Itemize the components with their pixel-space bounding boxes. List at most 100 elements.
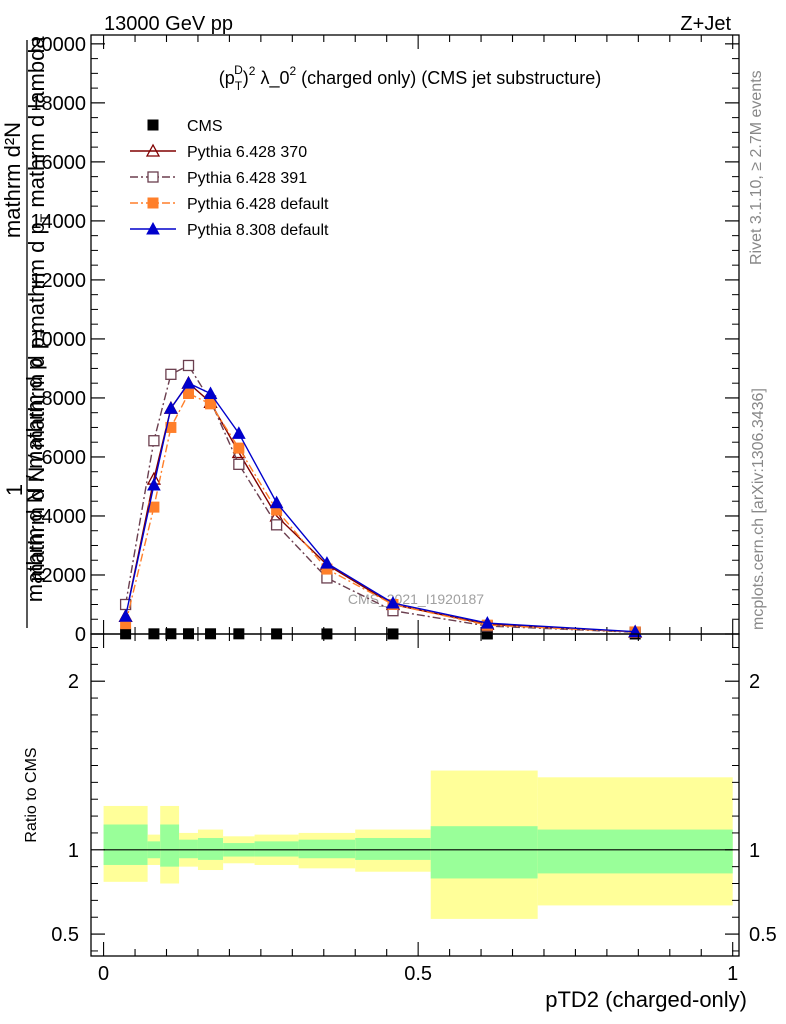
legend-marker-3 bbox=[147, 197, 159, 209]
title-sup2: 2 bbox=[249, 64, 256, 78]
x-tick-label-0: 0 bbox=[98, 963, 109, 985]
ylabel-top: 1 bbox=[2, 484, 27, 496]
ratio-band-inner-4 bbox=[197, 837, 224, 860]
ratio-y-tick-label-0: 0.5 bbox=[51, 924, 79, 946]
data-point-4-2 bbox=[164, 401, 178, 414]
ylabel-den2: mathrm d N / mathrm d p bbox=[22, 358, 47, 603]
legend: CMS Pythia 6.428 370 Pythia 6.428 391 Pythi… bbox=[130, 118, 329, 239]
main-y-tick-label-9: 18000 bbox=[30, 93, 86, 115]
main-y-tick-label-5: 10000 bbox=[30, 329, 86, 351]
ratio-band-inner-0 bbox=[103, 824, 148, 865]
legend-entry-2: Pythia 6.428 391 bbox=[130, 170, 307, 187]
data-point-3-4 bbox=[205, 398, 217, 410]
ratio-band-inner-6 bbox=[254, 841, 299, 857]
ratio-y-tick-label-1: 1 bbox=[68, 840, 79, 862]
main-y-tick-label-6: 12000 bbox=[30, 270, 86, 292]
ylabel-line2-tail: mathrm d lambda bbox=[24, 36, 49, 214]
ratio-y-tick-label-2: 2 bbox=[68, 671, 79, 693]
legend-entry-3: Pythia 6.428 default bbox=[130, 196, 329, 213]
main-panel: 0 2000 4000 6000 8000 10000 12000 14000 16000 180… bbox=[30, 34, 740, 646]
data-point-2-3 bbox=[182, 359, 195, 372]
main-y-ticks: 0 2000 4000 6000 8000 10000 12000 14000 16000 180… bbox=[30, 34, 739, 646]
legend-label-0: CMS bbox=[187, 118, 223, 135]
main-y-tick-label-0: 0 bbox=[75, 624, 86, 646]
ratio-band-inner-10 bbox=[537, 829, 733, 874]
legend-entry-1: Pythia 6.428 370 bbox=[130, 143, 307, 161]
legend-entry-0: CMS bbox=[147, 118, 223, 135]
data-point-4-5 bbox=[232, 426, 246, 439]
main-y-tick-label-8: 16000 bbox=[30, 152, 86, 174]
ratio-panel: 0.5 0.51 12 2 0 0.5 1 Ratio to CMS pTD2 (char… bbox=[23, 633, 777, 1012]
ratio-band-inner-7 bbox=[298, 839, 356, 859]
title-sub: T bbox=[235, 79, 243, 93]
data-point-3-3 bbox=[183, 388, 195, 400]
data-point-4-4 bbox=[203, 386, 218, 400]
data-point-4-8 bbox=[386, 595, 400, 609]
legend-marker-0 bbox=[147, 119, 159, 131]
mcplots-label: mcplots.cern.ch [arXiv:1306.3436] bbox=[750, 388, 767, 630]
legend-marker-4 bbox=[146, 221, 160, 235]
title-rest: ) bbox=[243, 68, 249, 88]
rivet-label: Rivet 3.1.10, ≥ 2.7M events bbox=[748, 70, 765, 265]
legend-label-3: Pythia 6.428 default bbox=[187, 196, 329, 213]
main-y-tick-label-3: 6000 bbox=[42, 447, 87, 469]
main-y-tick-label-4: 8000 bbox=[42, 388, 87, 410]
x-axis-label: pTD2 (charged-only) bbox=[545, 987, 747, 1012]
title-tail: (charged only) (CMS jet substructure) bbox=[296, 68, 601, 88]
ylabel-line1: mathrm d²N bbox=[0, 122, 25, 238]
legend-label-4: Pythia 8.308 default bbox=[187, 222, 329, 239]
main-y-label: 1 mathrm d²N mathrm d pT mathrm d lambda… bbox=[0, 36, 53, 628]
data-point-4-9 bbox=[480, 616, 495, 629]
ratio-y-tick-label-right-2: 2 bbox=[749, 671, 760, 693]
ylabel-den1: mathrm d N / mathrm d pT bbox=[24, 328, 53, 582]
ylabel-line2-sub: T bbox=[37, 213, 53, 222]
data-point-4-1 bbox=[147, 477, 161, 491]
ratio-y-tick-label-right-0: 0.5 bbox=[749, 924, 777, 946]
ratio-frame bbox=[90, 633, 740, 957]
title-sup: D bbox=[234, 63, 243, 77]
ratio-y-tick-label-right-1: 1 bbox=[749, 840, 760, 862]
ratio-y-ticks: 0.5 0.5 1 1 2 2 bbox=[51, 646, 777, 952]
series-line-2 bbox=[124, 364, 636, 633]
ylabel-line2-main: mathrm d p bbox=[24, 222, 49, 333]
data-point-4-6 bbox=[269, 495, 284, 509]
legend-marker-1 bbox=[145, 143, 161, 157]
header-right: Z+Jet bbox=[680, 13, 731, 35]
title-mid: λ_0 bbox=[255, 68, 289, 89]
main-y-tick-label-1: 2000 bbox=[42, 565, 87, 587]
header-left: 13000 GeV pp bbox=[104, 13, 233, 35]
main-y-tick-label-2: 4000 bbox=[42, 506, 87, 528]
data-point-2-2 bbox=[165, 368, 177, 380]
ylabel-den1-sub: T bbox=[37, 328, 53, 337]
data-point-3-2 bbox=[165, 421, 177, 433]
watermark: CMS_2021_I1920187 bbox=[348, 591, 484, 607]
ratio-bands bbox=[103, 770, 733, 919]
legend-entry-4: Pythia 8.308 default bbox=[130, 221, 329, 239]
x-tick-label-2: 1 bbox=[727, 963, 738, 985]
ratio-band-inner-2 bbox=[160, 824, 180, 867]
ratio-y-label: Ratio to CMS bbox=[23, 747, 40, 842]
ylabel-line2: mathrm d pT mathrm d lambda bbox=[24, 36, 53, 334]
data-point-2-5 bbox=[233, 458, 245, 470]
ratio-band-inner-3 bbox=[179, 839, 198, 859]
main-y-tick-label-7: 14000 bbox=[30, 211, 86, 233]
data-point-2-6 bbox=[270, 519, 283, 531]
main-y-tick-label-10: 20000 bbox=[30, 34, 86, 56]
ratio-band-inner-8 bbox=[355, 837, 431, 860]
data-point-4-7 bbox=[320, 556, 334, 569]
series-4 bbox=[118, 376, 643, 638]
x-tick-label-1: 0.5 bbox=[404, 963, 432, 985]
ratio-band-inner-9 bbox=[430, 826, 538, 879]
ratio-x-ticks: 0 0.5 1 bbox=[98, 634, 738, 985]
title-prefix: (p bbox=[219, 68, 235, 88]
data-point-3-5 bbox=[233, 442, 245, 454]
data-point-2-1 bbox=[148, 435, 160, 447]
main-x-ticks bbox=[103, 35, 734, 634]
ylabel-den1-main: mathrm d N / mathrm d p bbox=[24, 337, 49, 582]
main-title: (pTD)2 λ_02 (charged only) (CMS jet subs… bbox=[219, 63, 602, 93]
data-point-4-3 bbox=[181, 376, 196, 389]
legend-label-1: Pythia 6.428 370 bbox=[187, 144, 307, 161]
legend-label-2: Pythia 6.428 391 bbox=[187, 170, 307, 187]
legend-marker-2 bbox=[147, 171, 159, 183]
